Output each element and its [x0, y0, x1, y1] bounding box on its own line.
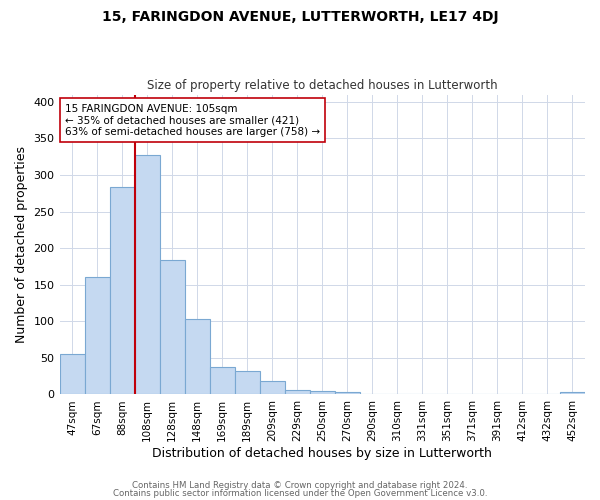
- Bar: [260, 382, 285, 394]
- Bar: [160, 260, 185, 394]
- Bar: [85, 278, 110, 394]
- Bar: [285, 390, 310, 394]
- Y-axis label: Number of detached properties: Number of detached properties: [15, 146, 28, 343]
- Text: 15 FARINGDON AVENUE: 105sqm
← 35% of detached houses are smaller (421)
63% of se: 15 FARINGDON AVENUE: 105sqm ← 35% of det…: [65, 104, 320, 137]
- Bar: [235, 371, 260, 394]
- Bar: [185, 319, 209, 394]
- Bar: [310, 391, 335, 394]
- Text: 15, FARINGDON AVENUE, LUTTERWORTH, LE17 4DJ: 15, FARINGDON AVENUE, LUTTERWORTH, LE17 …: [101, 10, 499, 24]
- Bar: [209, 368, 235, 394]
- Title: Size of property relative to detached houses in Lutterworth: Size of property relative to detached ho…: [147, 79, 497, 92]
- Bar: [110, 186, 134, 394]
- Bar: [560, 392, 585, 394]
- Bar: [59, 354, 85, 395]
- Text: Contains HM Land Registry data © Crown copyright and database right 2024.: Contains HM Land Registry data © Crown c…: [132, 481, 468, 490]
- Bar: [335, 392, 360, 394]
- X-axis label: Distribution of detached houses by size in Lutterworth: Distribution of detached houses by size …: [152, 447, 492, 460]
- Bar: [134, 154, 160, 394]
- Text: Contains public sector information licensed under the Open Government Licence v3: Contains public sector information licen…: [113, 488, 487, 498]
